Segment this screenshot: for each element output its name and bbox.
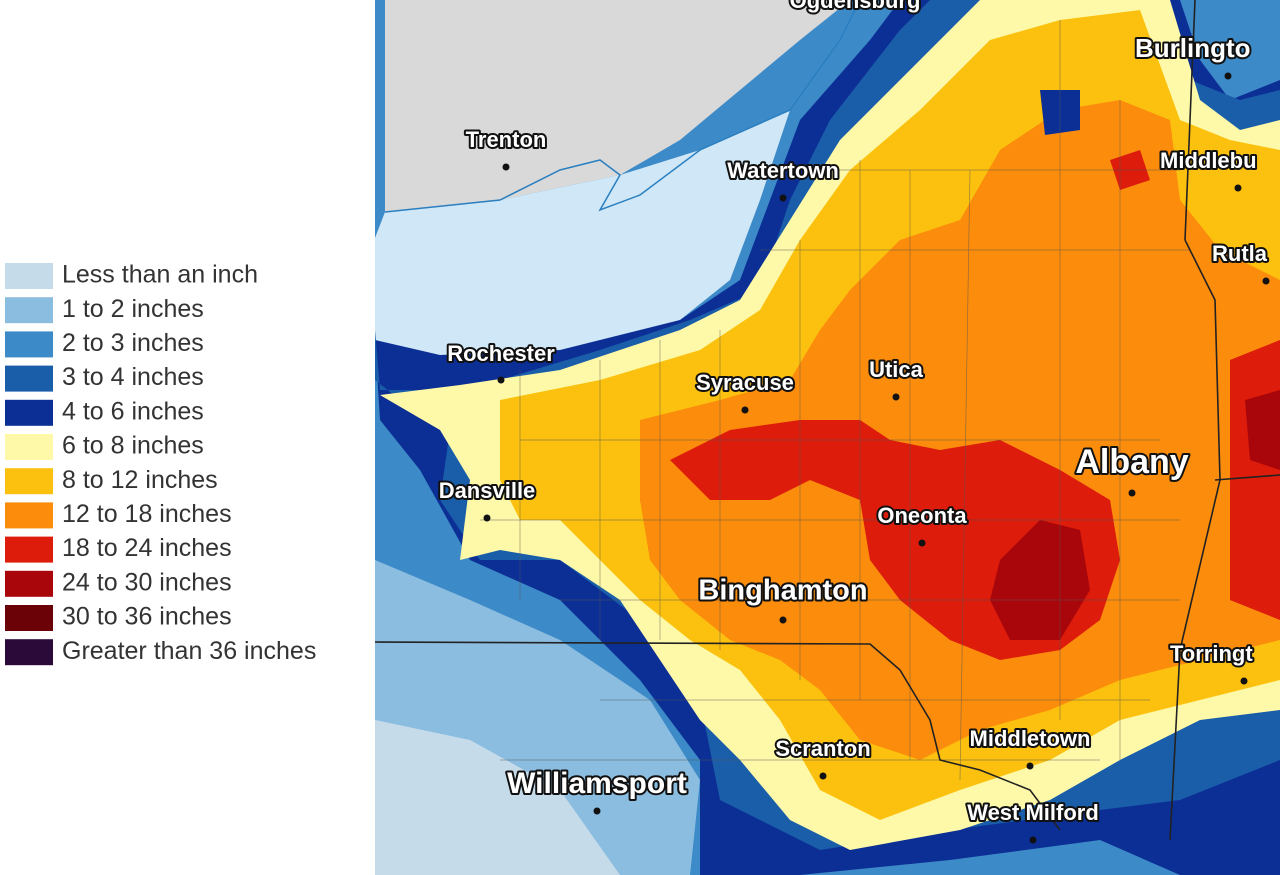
city-dot <box>779 616 787 624</box>
city-dot <box>819 772 827 780</box>
legend-swatch <box>5 434 53 460</box>
city-dot <box>502 163 510 171</box>
legend-swatch <box>5 331 53 358</box>
city-label: Syracuse <box>696 370 794 395</box>
city-label: Rochester <box>447 341 555 366</box>
canada-land <box>385 0 850 212</box>
city-dot <box>918 539 926 547</box>
snowfall-area <box>990 520 1090 640</box>
legend-swatch <box>5 605 53 631</box>
shoreline <box>384 0 861 213</box>
city-dot <box>779 194 787 202</box>
legend-swatch <box>5 399 53 426</box>
city-label: Albany <box>1075 443 1188 481</box>
legend-swatch <box>5 536 53 563</box>
city-dot <box>497 376 505 384</box>
city-dot <box>1026 762 1034 770</box>
legend-label: 6 to 8 inches <box>62 432 204 460</box>
city-label: Watertown <box>727 158 839 183</box>
legend-label: Less than an inch <box>62 261 258 289</box>
city-dot <box>892 393 900 401</box>
city-label: Dansville <box>439 478 536 503</box>
city-label: Williamsport <box>507 767 687 800</box>
legend-swatch <box>5 502 53 529</box>
legend-swatch <box>5 468 53 495</box>
legend-label: 4 to 6 inches <box>62 397 204 425</box>
county-lines <box>480 20 1190 781</box>
legend-swatch <box>5 297 53 324</box>
city-dot <box>1240 677 1248 685</box>
legend-label: 8 to 12 inches <box>62 466 218 494</box>
city-label: Oneonta <box>877 503 967 528</box>
legend-swatch <box>5 570 53 597</box>
city-label: West Milford <box>967 800 1099 825</box>
city-layer: Ogdensburg Burlingto Trenton Watertown M… <box>437 0 1270 844</box>
legend-label: 12 to 18 inches <box>62 500 232 528</box>
city-dot <box>1224 72 1232 80</box>
city-label: Middletown <box>970 726 1091 751</box>
legend-swatch <box>5 263 53 289</box>
city-label: Burlingto <box>1135 33 1251 63</box>
legend-label: Greater than 36 inches <box>62 637 316 665</box>
legend-label: 1 to 2 inches <box>62 295 204 323</box>
city-label: Middlebu <box>1160 148 1257 173</box>
city-label: Ogdensburg <box>790 0 921 13</box>
city-dot <box>483 514 491 522</box>
legend-label: 24 to 30 inches <box>62 568 232 596</box>
legend-panel <box>0 0 375 875</box>
map <box>374 0 1280 875</box>
city-dot <box>1128 489 1136 497</box>
lake-ontario <box>375 110 790 358</box>
city-dot <box>741 406 749 414</box>
city-dot <box>593 807 601 815</box>
legend-swatch <box>5 365 53 392</box>
state-borders <box>374 0 1280 841</box>
legend-label: 18 to 24 inches <box>62 534 232 562</box>
legend-label: 30 to 36 inches <box>62 603 232 631</box>
city-label: Utica <box>869 357 924 382</box>
city-dot <box>1029 836 1037 844</box>
city-label: Binghamton <box>698 575 867 607</box>
legend-label: 2 to 3 inches <box>62 329 204 357</box>
snowfall-area <box>1230 340 1280 620</box>
city-dot <box>1234 184 1242 192</box>
legend-label: 3 to 4 inches <box>62 363 204 391</box>
city-label: Trenton <box>466 127 547 152</box>
city-label: Rutla <box>1212 241 1268 266</box>
legend-swatch <box>5 639 53 666</box>
legend: Less than an inch 1 to 2 inches 2 to 3 inc… <box>5 261 316 666</box>
snowfall-area <box>1245 390 1280 470</box>
city-label: Scranton <box>775 736 870 761</box>
snowfall-area <box>375 720 620 875</box>
city-label: Torringt <box>1170 641 1253 666</box>
city-dot <box>1262 277 1270 285</box>
